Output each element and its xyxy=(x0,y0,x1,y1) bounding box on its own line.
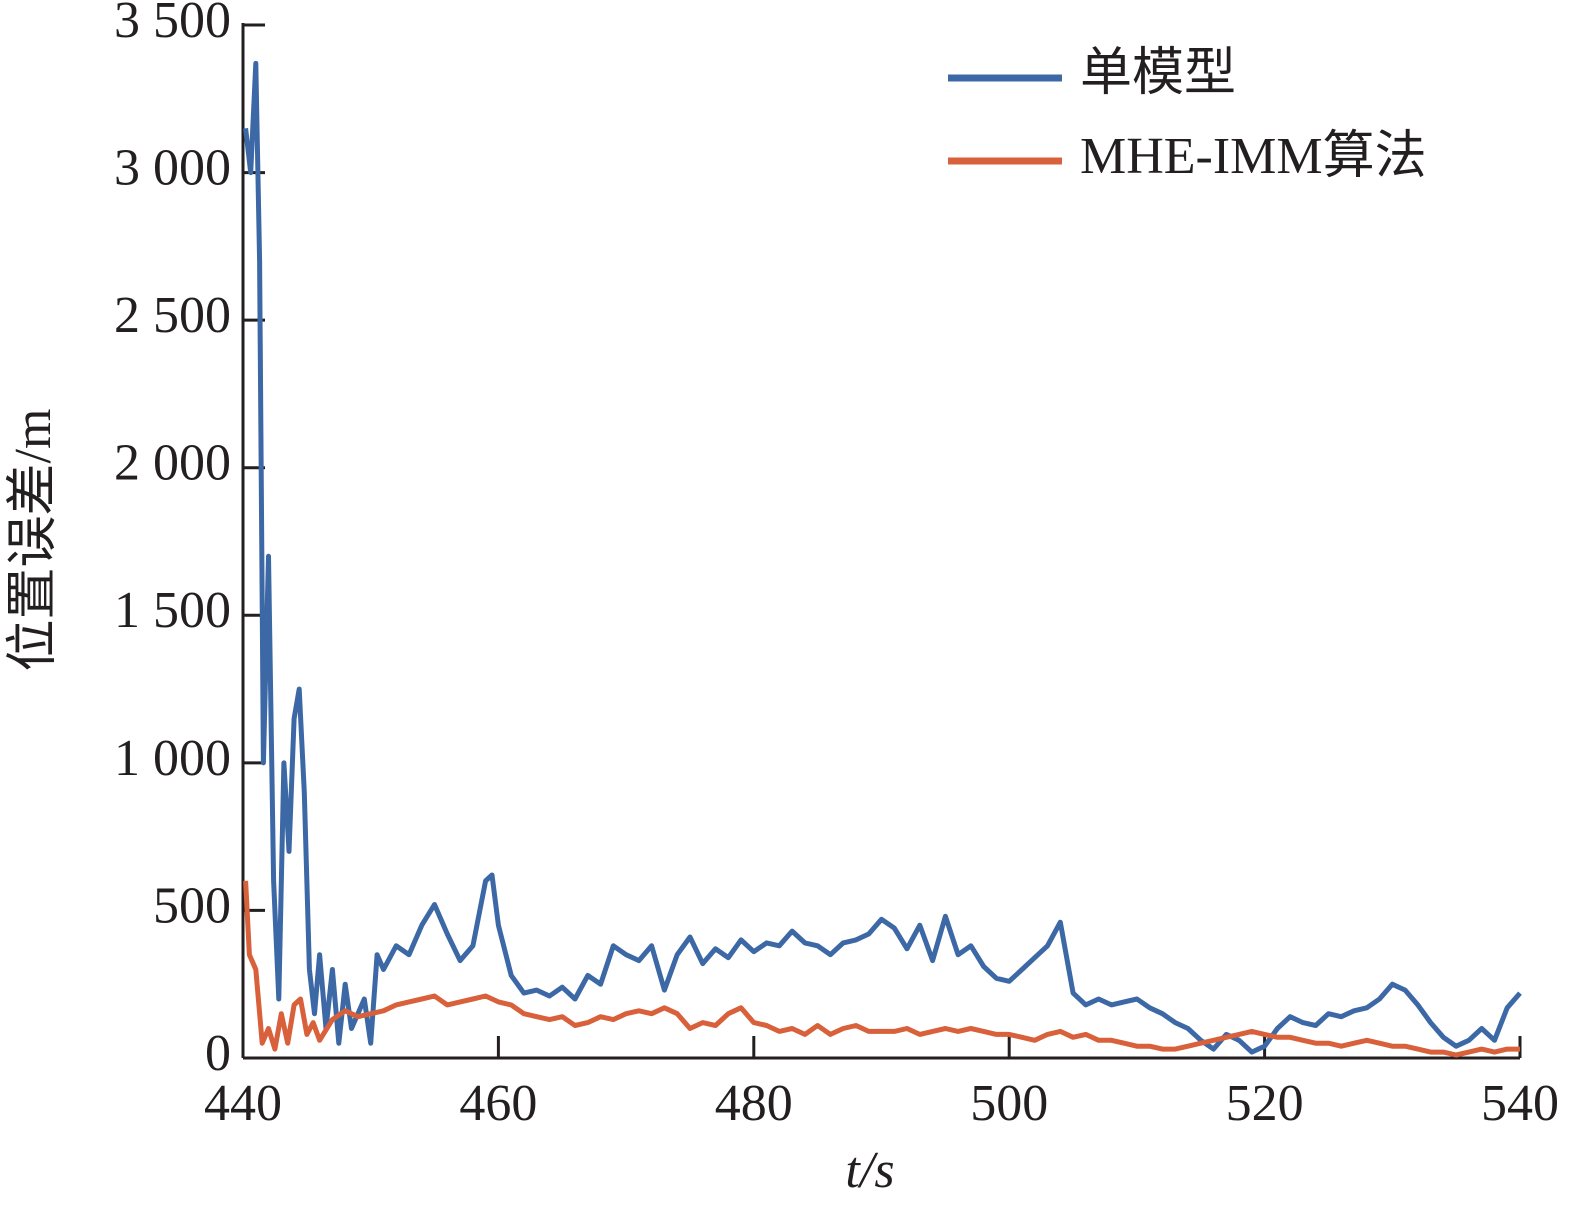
y-tick-label: 3 000 xyxy=(114,140,231,197)
series-line xyxy=(243,880,1520,1058)
y-tick-label: 0 xyxy=(205,1025,231,1082)
x-tick-label: 540 xyxy=(1481,1075,1559,1132)
y-tick-label: 1 000 xyxy=(114,730,231,787)
y-tick-label: 500 xyxy=(153,877,231,934)
y-tick-label: 3 500 xyxy=(114,0,231,49)
y-tick-label: 2 000 xyxy=(114,435,231,492)
y-tick-label: 1 500 xyxy=(114,582,231,639)
x-tick-label: 460 xyxy=(459,1075,537,1132)
y-tick-label: 2 500 xyxy=(114,287,231,344)
x-axis-label: t/s xyxy=(845,1142,894,1199)
x-tick-label: 520 xyxy=(1226,1075,1304,1132)
x-tick-label: 440 xyxy=(204,1075,282,1132)
x-tick-label: 480 xyxy=(715,1075,793,1132)
legend-label: MHE-IMM算法 xyxy=(1080,128,1427,185)
legend-label: 单模型 xyxy=(1080,45,1236,102)
x-tick-label: 500 xyxy=(970,1075,1048,1132)
y-axis-label: 位置误差/m xyxy=(5,409,62,672)
series-line xyxy=(243,60,1522,1055)
